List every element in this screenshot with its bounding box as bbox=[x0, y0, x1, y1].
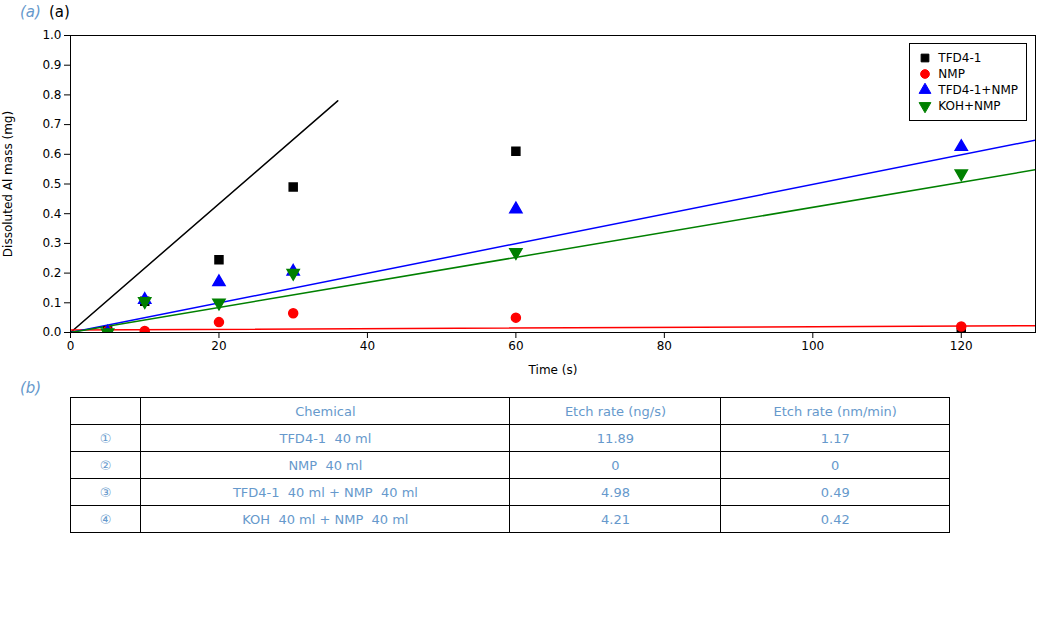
svg-text:120: 120 bbox=[950, 339, 973, 353]
html-text:1.17: 1.17 bbox=[820, 430, 850, 446]
html-text:TFD4-1 40 ml + NMP 40 ml: TFD4-1 40 ml + NMP 40 ml bbox=[232, 484, 418, 500]
svg-text:100: 100 bbox=[801, 339, 824, 353]
html-text:0.42: 0.42 bbox=[820, 511, 850, 527]
svg-text:Time (s): Time (s) bbox=[528, 363, 578, 377]
html-text:0: 0 bbox=[831, 457, 840, 473]
html-text:NMP 40 ml: NMP 40 ml bbox=[288, 457, 363, 473]
svg-text:0.3: 0.3 bbox=[42, 236, 61, 250]
svg-text:0.6: 0.6 bbox=[42, 147, 61, 161]
html-text:TFD4-1+NMP: TFD4-1+NMP bbox=[938, 83, 1018, 97]
html-text:①: ① bbox=[99, 430, 112, 446]
svg-text:0.4: 0.4 bbox=[42, 207, 61, 221]
html-text:Etch rate (nm/min): Etch rate (nm/min) bbox=[773, 403, 897, 419]
svg-text:0.1: 0.1 bbox=[42, 296, 61, 310]
html-text:TFD4-1: TFD4-1 bbox=[938, 51, 982, 65]
html-text:Chemical: Chemical bbox=[295, 403, 356, 419]
html-text:Etch rate (ng/s): Etch rate (ng/s) bbox=[564, 403, 666, 419]
svg-text:0.7: 0.7 bbox=[42, 117, 61, 131]
html-text:NMP: NMP bbox=[938, 67, 965, 81]
svg-text:1.0: 1.0 bbox=[42, 28, 61, 42]
svg-text:0.0: 0.0 bbox=[42, 325, 61, 339]
svg-text:0.8: 0.8 bbox=[42, 88, 61, 102]
svg-text:0: 0 bbox=[67, 339, 75, 353]
html-text:TFD4-1 40 ml: TFD4-1 40 ml bbox=[279, 430, 372, 446]
html-text:0: 0 bbox=[611, 457, 620, 473]
svg-text:20: 20 bbox=[211, 339, 226, 353]
html-text:④: ④ bbox=[99, 511, 112, 527]
svg-text:0.5: 0.5 bbox=[42, 177, 61, 191]
html-text:4.21: 4.21 bbox=[601, 511, 630, 527]
html-text:(b): (b) bbox=[20, 379, 42, 397]
svg-text:60: 60 bbox=[508, 339, 523, 353]
html-text:(a): (a) bbox=[20, 3, 41, 21]
svg-text:Dissoluted Al mass (mg): Dissoluted Al mass (mg) bbox=[1, 111, 15, 257]
svg-text:0.2: 0.2 bbox=[42, 266, 61, 280]
html-text:0.49: 0.49 bbox=[820, 484, 850, 500]
html-text:4.98: 4.98 bbox=[601, 484, 630, 500]
html-text:KOH+NMP: KOH+NMP bbox=[938, 99, 1001, 113]
html-text:②: ② bbox=[99, 457, 112, 473]
svg-text:0.9: 0.9 bbox=[42, 58, 61, 72]
html-text:③: ③ bbox=[99, 484, 112, 500]
html-text:11.89: 11.89 bbox=[596, 430, 635, 446]
svg-text:40: 40 bbox=[360, 339, 375, 353]
html-text:KOH 40 ml + NMP 40 ml: KOH 40 ml + NMP 40 ml bbox=[242, 511, 409, 527]
svg-text:80: 80 bbox=[657, 339, 672, 353]
html-text:(a): (a) bbox=[48, 3, 70, 21]
